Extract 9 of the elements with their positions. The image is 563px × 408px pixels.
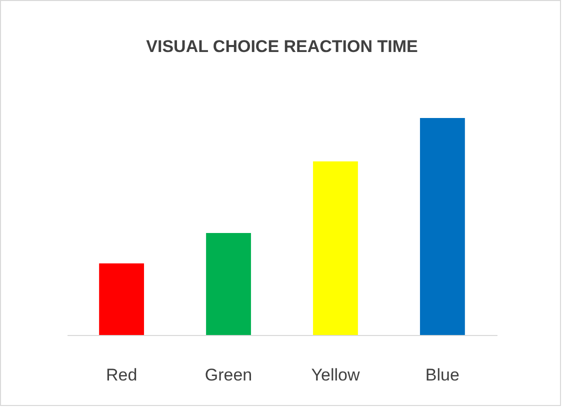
x-tick-label: Blue <box>425 366 460 384</box>
x-tick-label: Yellow <box>311 366 360 384</box>
bar <box>206 233 251 335</box>
bar <box>313 161 358 335</box>
x-tick-label: Green <box>204 366 252 384</box>
x-tick-label: Red <box>106 366 138 384</box>
chart-title: VISUAL CHOICE REACTION TIME <box>146 37 418 56</box>
bar <box>420 118 465 335</box>
bar <box>99 263 144 335</box>
